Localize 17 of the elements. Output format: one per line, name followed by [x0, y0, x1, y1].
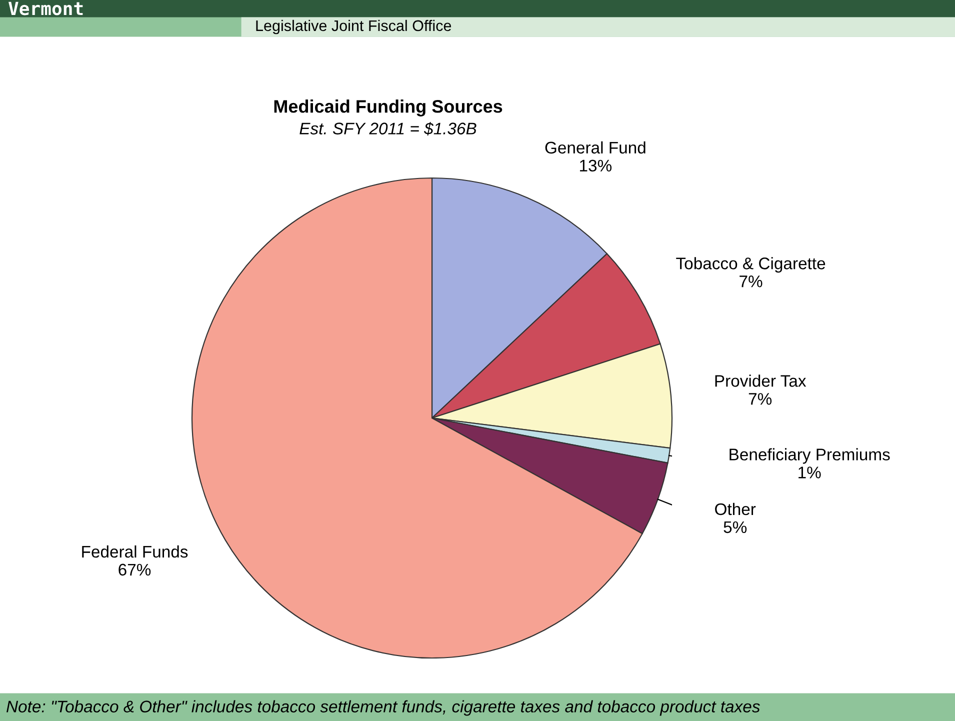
text: Vermont [8, 2, 83, 16]
slice-label: Tobacco & Cigarette [676, 257, 826, 273]
data-label: 67% [118, 564, 151, 576]
slice-label: Other [715, 502, 756, 516]
data-label: 1% [798, 466, 821, 478]
data-label: 13% [580, 160, 612, 172]
slice-label: General Fund [545, 141, 646, 154]
slice-label: Provider Tax [715, 374, 806, 387]
chart-subtitle: Est. SFY 2011 = $1.36B [300, 122, 476, 136]
chart-title: Medicaid Funding Sources [274, 100, 502, 116]
data-label: 7% [740, 276, 762, 288]
slice-label: Beneficiary Premiums [730, 448, 890, 464]
data-label: 5% [724, 521, 747, 534]
data-label: 7% [748, 393, 772, 405]
text: Note: "Tobacco & Other" includes tobacco settlement funds, cigarette taxes and tobacco product taxes [6, 700, 760, 716]
slice-label: Federal Funds [82, 545, 188, 558]
text: Legislative Joint Fiscal Office [256, 20, 452, 34]
